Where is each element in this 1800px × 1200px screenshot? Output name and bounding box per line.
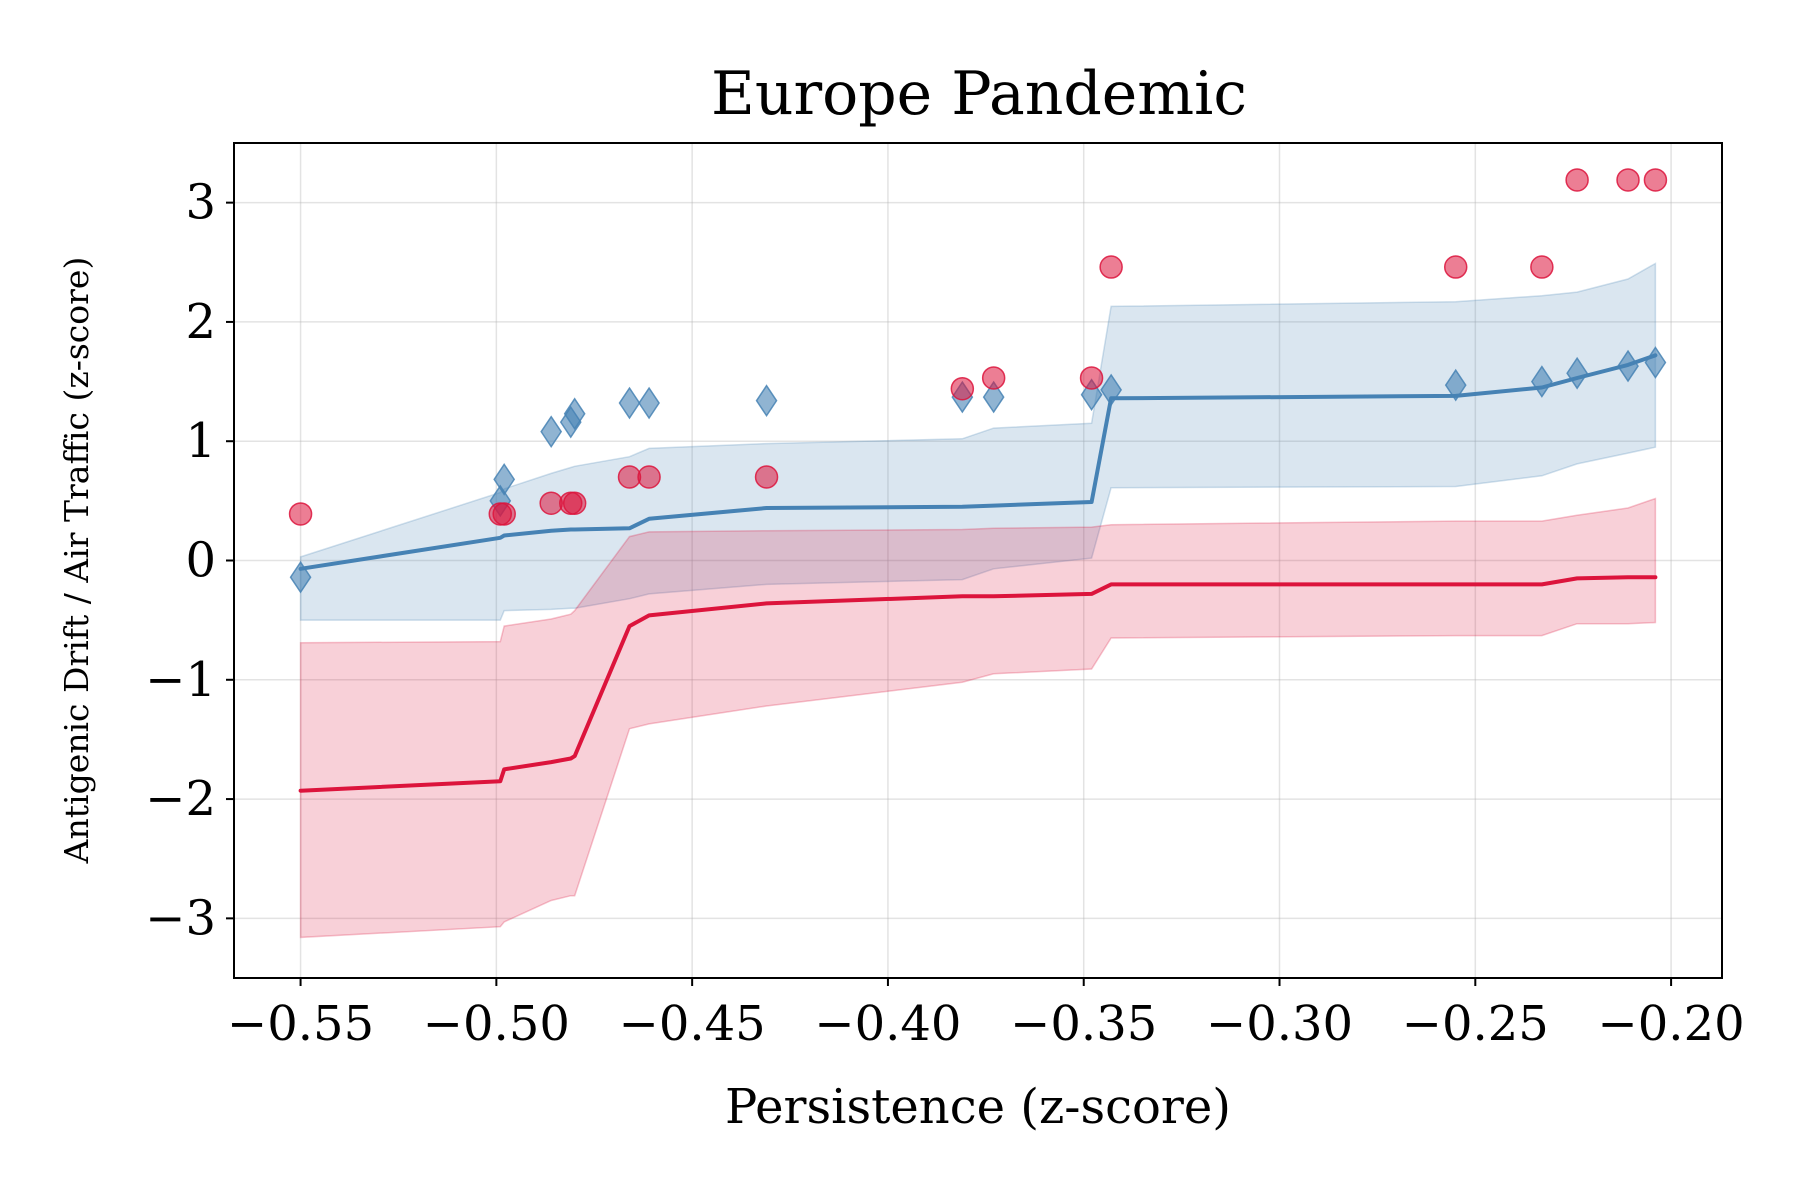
data-point-circle-11 [1079, 366, 1104, 390]
data-point-diamond-5 [563, 397, 586, 431]
data-point-circle-15 [1565, 168, 1589, 192]
data-point-diamond-17 [1644, 346, 1667, 379]
y-axis-ticks: −3 −2 −1 0 1 2 3 [145, 175, 234, 946]
data-point-circle-12 [1099, 255, 1123, 279]
data-point-circle-16 [1616, 168, 1640, 192]
data-point-diamond-16 [1617, 349, 1639, 383]
chart-title: Europe Pandemic [711, 59, 1247, 129]
y-tick-label-4: 1 [185, 413, 216, 469]
data-point-circle-9 [950, 376, 975, 401]
y-axis-label: Antigenic Drift / Air Traffic (z-score) [57, 257, 96, 865]
y-tick-label-5: 2 [185, 294, 216, 350]
y-tick-label-3: 0 [185, 533, 216, 589]
x-tick-label-0: −0.55 [227, 996, 374, 1052]
x-tick-label-3: −0.40 [814, 996, 961, 1052]
x-axis-ticks: −0.55 −0.50 −0.45 −0.40 −0.35 −0.30 −0.25 −0.20 [227, 978, 1745, 1052]
data-point-circle-6 [617, 465, 642, 489]
data-point-diamond-2 [493, 463, 516, 496]
data-point-diamond-0 [289, 560, 312, 594]
data-point-diamond-12 [1100, 373, 1123, 407]
data-point-circle-13 [1443, 255, 1468, 279]
data-point-diamond-3 [540, 415, 563, 449]
data-point-diamond-7 [638, 386, 660, 420]
data-point-circle-14 [1530, 255, 1554, 279]
x-tick-label-5: −0.30 [1206, 996, 1353, 1052]
y-tick-label-1: −2 [145, 771, 216, 827]
grid [234, 143, 1722, 978]
data-point-circle-17 [1643, 168, 1668, 192]
confidence-band-1 [299, 497, 1657, 939]
x-tick-label-4: −0.35 [1010, 996, 1157, 1052]
y-tick-label-2: −1 [145, 652, 216, 708]
data-point-circle-7 [637, 465, 661, 489]
data-point-diamond-10 [982, 380, 1005, 414]
x-tick-label-1: −0.50 [423, 996, 570, 1052]
data-points [288, 168, 1668, 594]
fit-line-1 [298, 575, 1658, 793]
confidence-bands [299, 262, 1657, 939]
x-tick-label-7: −0.20 [1598, 996, 1745, 1052]
data-point-circle-8 [754, 465, 779, 489]
data-point-diamond-14 [1530, 365, 1553, 398]
y-tick-label-6: 3 [185, 175, 216, 231]
data-point-diamond-13 [1444, 368, 1467, 402]
x-axis-label: Persistence (z-score) [725, 1079, 1231, 1135]
x-tick-label-6: −0.25 [1402, 996, 1549, 1052]
x-tick-label-2: −0.45 [619, 996, 766, 1052]
data-point-diamond-6 [618, 386, 641, 420]
data-point-circle-0 [288, 502, 313, 526]
y-tick-label-0: −3 [145, 890, 216, 946]
confidence-band-0 [299, 262, 1657, 621]
data-point-circle-10 [981, 366, 1006, 390]
data-point-diamond-15 [1566, 356, 1589, 390]
data-point-diamond-8 [755, 384, 778, 418]
data-point-circle-2 [492, 502, 516, 526]
data-point-circle-3 [539, 491, 563, 515]
data-point-circle-5 [562, 491, 587, 515]
